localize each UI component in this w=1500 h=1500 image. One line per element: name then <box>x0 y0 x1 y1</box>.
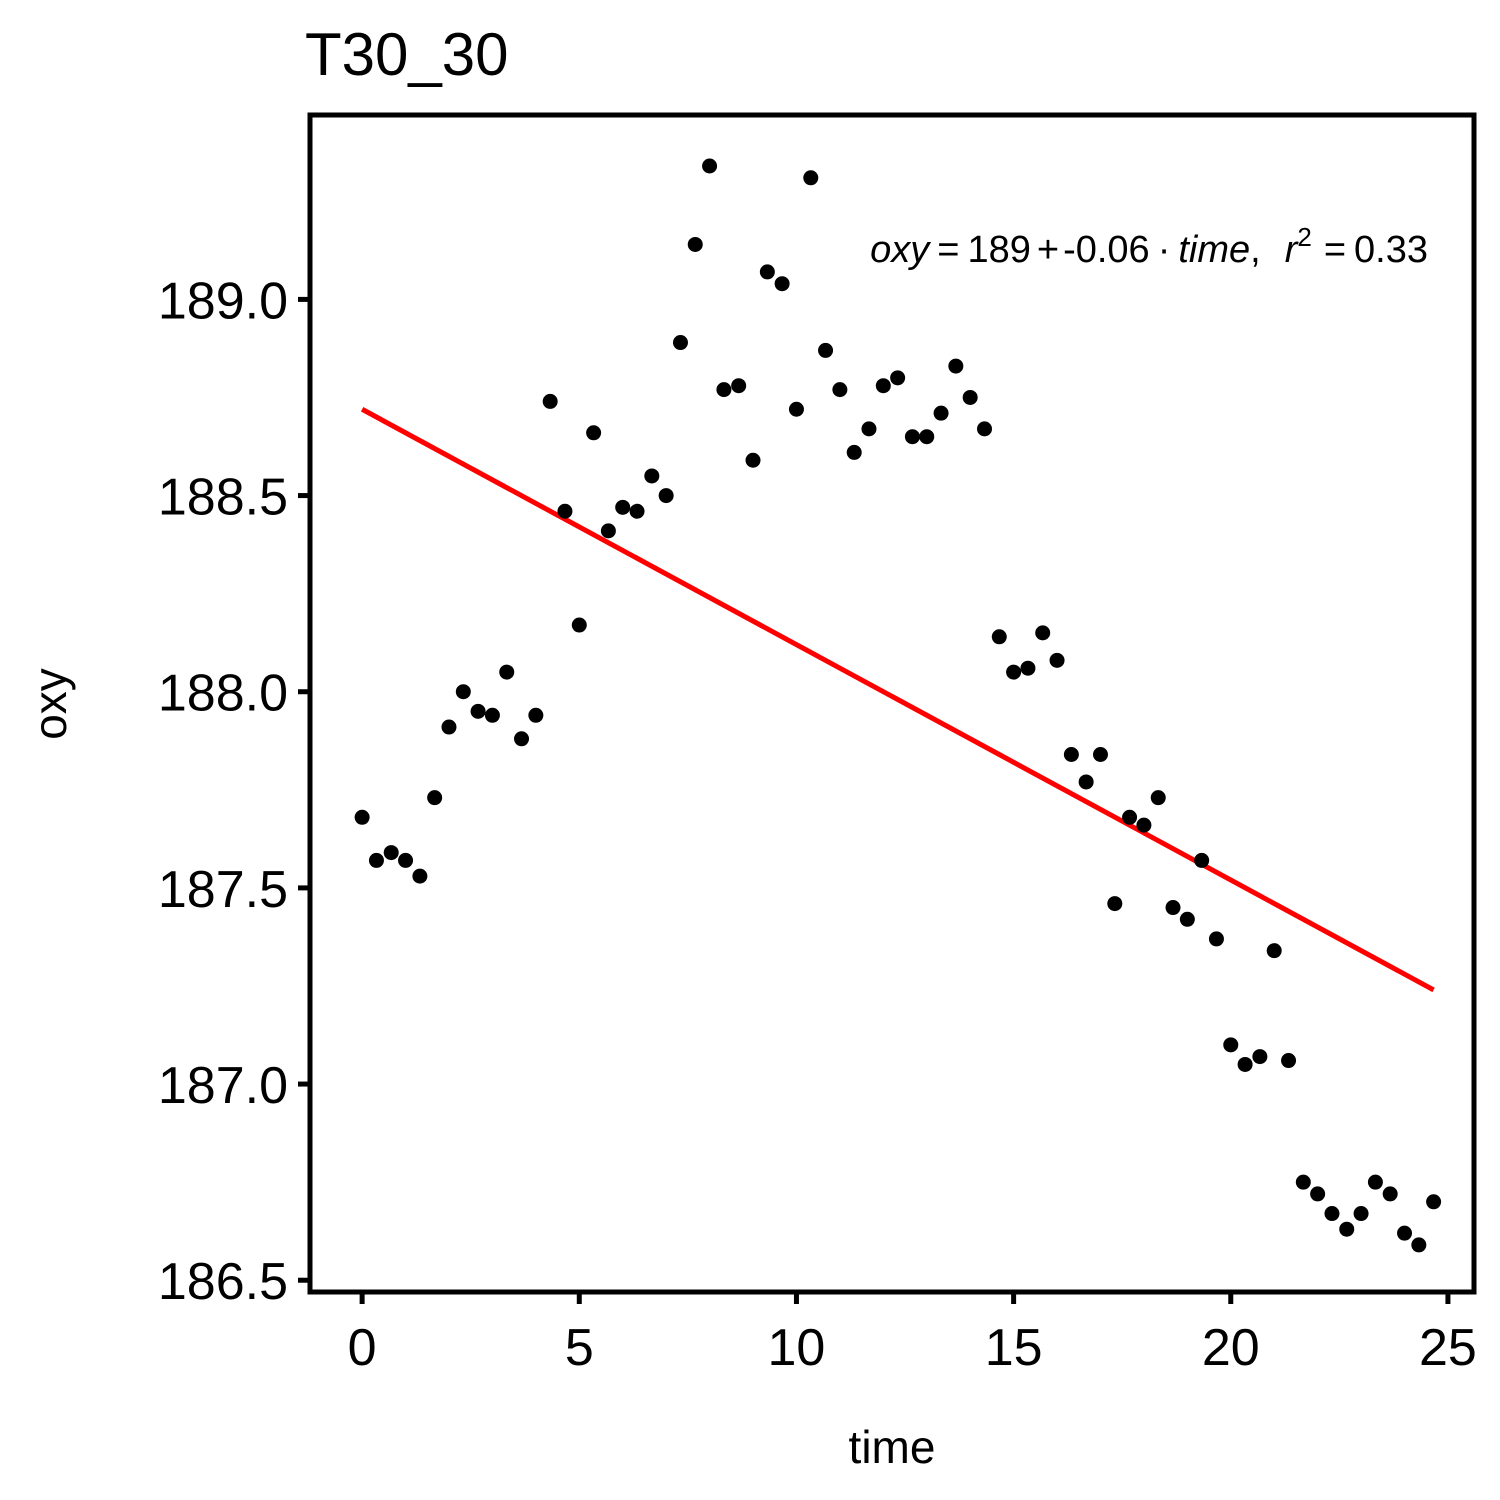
data-point <box>1397 1225 1413 1241</box>
data-point <box>1194 852 1210 868</box>
plot-panel-border <box>307 112 1477 1295</box>
y-axis: 186.5 187.0 187.5 188.0 188.5 189.0 <box>158 272 308 1311</box>
data-point <box>514 731 530 747</box>
data-point <box>455 684 471 700</box>
data-point <box>615 499 631 515</box>
data-point <box>1339 1221 1355 1237</box>
data-point <box>1426 1194 1442 1210</box>
data-point <box>904 429 920 445</box>
y-axis-title: oxy <box>24 668 76 740</box>
data-point <box>1295 1174 1311 1190</box>
data-point <box>818 342 834 358</box>
data-point <box>991 629 1007 645</box>
data-point <box>542 393 558 409</box>
data-point <box>962 389 978 405</box>
data-points <box>354 158 1442 1253</box>
y-tick-label: 187.5 <box>158 861 288 919</box>
x-tick-label: 20 <box>1202 1319 1260 1377</box>
data-point <box>1266 943 1282 959</box>
regression-line <box>360 407 1435 993</box>
y-tick-label: 187.0 <box>158 1057 288 1115</box>
data-point <box>875 378 891 394</box>
data-point <box>368 852 384 868</box>
data-point <box>658 488 674 504</box>
data-point <box>427 790 443 806</box>
data-point <box>803 170 819 186</box>
data-point <box>716 382 732 398</box>
data-point <box>398 852 414 868</box>
data-point <box>1107 896 1123 912</box>
data-point <box>499 664 515 680</box>
data-point <box>1353 1206 1369 1222</box>
data-point <box>1382 1186 1398 1202</box>
data-point <box>1150 790 1166 806</box>
data-point <box>1324 1206 1340 1222</box>
data-point <box>528 707 544 723</box>
data-point <box>600 523 616 539</box>
data-point <box>672 335 688 351</box>
x-tick-label: 10 <box>768 1319 826 1377</box>
data-point <box>948 358 964 374</box>
data-point <box>1035 625 1051 641</box>
data-point <box>1252 1049 1268 1065</box>
data-point <box>745 452 761 468</box>
data-point <box>687 236 703 252</box>
y-tick-label: 188.0 <box>158 665 288 723</box>
data-point <box>1165 900 1181 916</box>
data-point <box>1179 911 1195 927</box>
x-axis-title: time <box>849 1421 936 1473</box>
data-point <box>571 617 587 633</box>
chart-title: T30_30 <box>305 21 509 88</box>
y-tick-label: 186.5 <box>158 1253 288 1311</box>
data-point <box>890 370 906 386</box>
data-point <box>774 276 790 292</box>
y-tick-label: 188.5 <box>158 469 288 527</box>
data-point <box>846 444 862 460</box>
data-point <box>1208 931 1224 947</box>
data-point <box>470 703 486 719</box>
data-point <box>731 378 747 394</box>
x-tick-label: 5 <box>565 1319 594 1377</box>
data-point <box>441 719 457 735</box>
data-point <box>1063 747 1079 763</box>
data-point <box>1049 652 1065 668</box>
data-point <box>702 158 718 174</box>
x-axis: 0 5 10 15 20 25 <box>348 1294 1477 1377</box>
data-point <box>629 503 645 519</box>
data-point <box>644 468 660 484</box>
data-point <box>557 503 573 519</box>
data-point <box>933 405 949 421</box>
data-point <box>1223 1037 1239 1053</box>
data-point <box>354 809 370 825</box>
data-point <box>832 382 848 398</box>
data-point <box>1092 747 1108 763</box>
x-tick-label: 25 <box>1419 1319 1477 1377</box>
data-point <box>1136 817 1152 833</box>
data-point <box>759 264 775 280</box>
data-point <box>977 421 993 437</box>
regression-equation: oxy = 189 + -0.06 · time, r2 = 0.33 <box>870 222 1428 271</box>
x-tick-label: 0 <box>348 1319 377 1377</box>
data-point <box>383 845 399 861</box>
data-point <box>1281 1053 1297 1069</box>
y-tick-label: 189.0 <box>158 272 288 330</box>
data-point <box>484 707 500 723</box>
data-point <box>861 421 877 437</box>
data-point <box>788 401 804 417</box>
data-point <box>412 868 428 884</box>
data-point <box>1078 774 1094 790</box>
data-point <box>1006 664 1022 680</box>
data-point <box>1122 809 1138 825</box>
data-point <box>1020 660 1036 676</box>
data-point <box>1310 1186 1326 1202</box>
x-tick-label: 15 <box>985 1319 1043 1377</box>
data-point <box>919 429 935 445</box>
data-point <box>586 425 602 441</box>
data-point <box>1367 1174 1383 1190</box>
data-point <box>1411 1237 1427 1253</box>
data-point <box>1237 1056 1253 1072</box>
